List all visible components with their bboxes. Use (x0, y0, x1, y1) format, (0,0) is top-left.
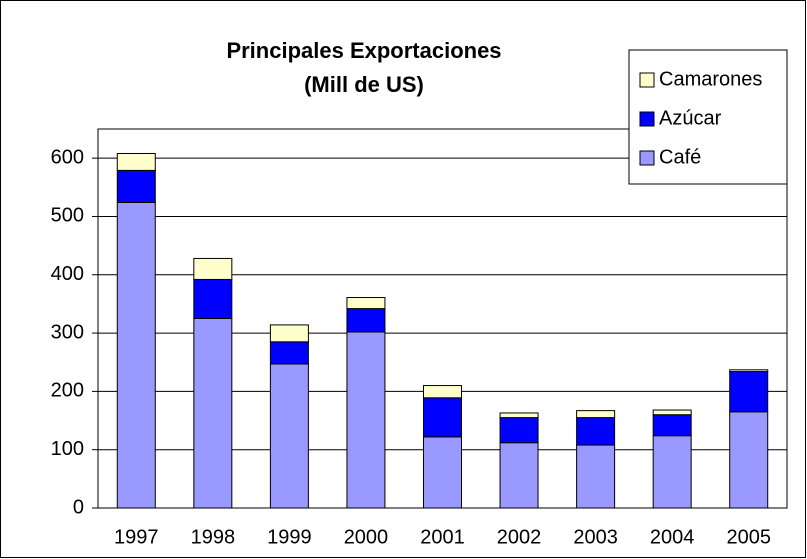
bar-segment (193, 318, 233, 509)
bar-segment (652, 435, 692, 509)
x-tick-label: 2003 (573, 526, 618, 548)
legend-swatch (639, 111, 655, 127)
bar-segment (576, 444, 616, 509)
bar-segment (652, 409, 692, 416)
x-tick-label: 1999 (267, 526, 312, 548)
x-tick-label: 2004 (650, 526, 695, 548)
x-tick-label: 2002 (497, 526, 542, 548)
bar-segment (193, 278, 233, 319)
bar-segment (423, 385, 462, 399)
legend-box (628, 49, 788, 185)
x-tick-label: 2001 (420, 526, 465, 548)
bar-segment (269, 363, 309, 509)
x-tick-label: 1998 (191, 526, 236, 548)
bar-segment (576, 417, 616, 446)
bar-segment (423, 436, 462, 509)
y-tick-label: 400 (51, 263, 84, 285)
y-tick-label: 500 (51, 205, 84, 227)
x-tick-label: 1997 (114, 526, 159, 548)
chart-title: Principales Exportaciones (226, 38, 501, 63)
bar-segment (269, 324, 309, 343)
bar-segment (116, 152, 156, 171)
y-tick-label: 200 (51, 380, 84, 402)
x-tick-label: 2005 (726, 526, 771, 548)
chart-subtitle: (Mill de US) (304, 72, 424, 97)
y-tick-label: 100 (51, 438, 84, 460)
bar-segment (729, 369, 769, 373)
bar-segment (576, 410, 616, 419)
bar-segment (423, 397, 462, 438)
x-tick-label: 2000 (344, 526, 389, 548)
legend-label: Café (659, 146, 701, 168)
bar-segment (499, 442, 539, 509)
bar-segment (346, 308, 386, 333)
bar-segment (729, 371, 769, 413)
bar-segment (729, 411, 769, 509)
bar-segment (269, 341, 309, 365)
bar-segment (346, 297, 386, 310)
bar-segment (193, 257, 233, 280)
bar-segment (116, 169, 156, 203)
bar-segment (499, 417, 539, 444)
legend-label: Azúcar (659, 107, 722, 129)
bar-segment (116, 201, 156, 509)
legend-swatch (639, 72, 655, 88)
bar-segment (652, 414, 692, 437)
y-tick-label: 300 (51, 321, 84, 343)
legend-swatch (639, 150, 655, 166)
y-tick-label: 600 (51, 146, 84, 168)
bar-segment (346, 331, 386, 509)
legend-label: Camarones (659, 68, 762, 90)
bar-segment (499, 412, 539, 419)
y-tick-label: 0 (73, 496, 84, 518)
